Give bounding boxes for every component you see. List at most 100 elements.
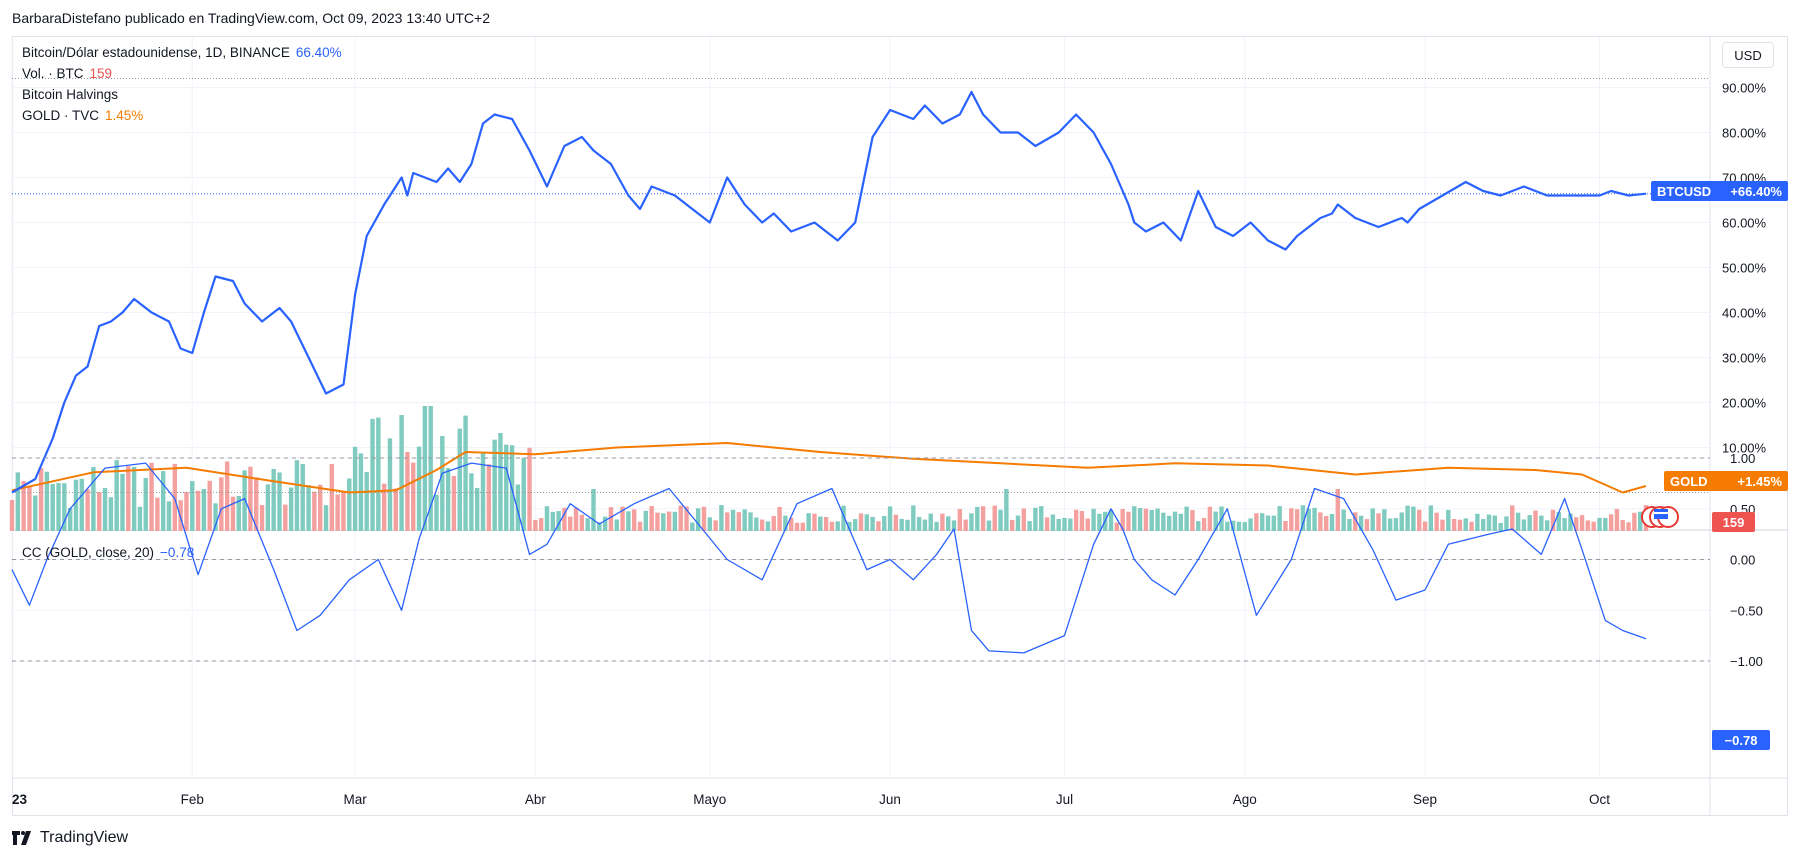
y-tick-label: 10.00% <box>1722 441 1767 456</box>
volume-badge: 159 <box>1712 512 1755 532</box>
legend-gold-label[interactable]: GOLD · TVC <box>22 108 100 123</box>
publisher-line: BarbaraDistefano publicado en TradingVie… <box>12 10 490 26</box>
volume-bar <box>1393 518 1399 531</box>
legend-vol-label[interactable]: Vol. · BTC <box>22 66 84 81</box>
volume-bar <box>591 489 596 531</box>
y-tick-label: 40.00% <box>1722 306 1767 321</box>
volume-bar <box>1004 489 1009 531</box>
volume-bar <box>911 505 916 531</box>
legend-cc-label[interactable]: CC (GOLD, close, 20) <box>22 545 155 560</box>
volume-bar <box>114 460 119 531</box>
volume-bar <box>248 466 253 531</box>
volume-bar <box>870 516 875 531</box>
volume-bar <box>893 514 899 531</box>
volume-bar <box>1521 519 1527 531</box>
volume-bar <box>1382 509 1387 531</box>
volume-bar <box>190 481 195 531</box>
volume-bar <box>1335 489 1341 531</box>
volume-bar <box>1242 522 1247 531</box>
volume-bar <box>771 516 776 531</box>
volume-bar <box>469 473 474 531</box>
volume-bar <box>701 506 707 531</box>
volume-bar <box>1230 520 1236 531</box>
volume-bar <box>1323 516 1329 531</box>
gold-price-badge-value: +1.45% <box>1738 474 1783 489</box>
volume-bar <box>236 496 241 531</box>
volume-bar <box>1172 511 1178 531</box>
volume-bar <box>963 519 968 531</box>
volume-bar <box>1085 518 1090 531</box>
volume-bar <box>265 484 271 531</box>
volume-bar <box>102 488 108 531</box>
volume-bar <box>1143 508 1149 531</box>
cc-y-tick-label: 0.00 <box>1730 553 1755 568</box>
volume-bar <box>428 406 433 531</box>
volume-bar <box>1126 511 1131 531</box>
volume-bar <box>1422 521 1428 531</box>
volume-bar <box>1178 513 1184 531</box>
volume-bar <box>172 463 178 531</box>
volume-bar <box>934 521 939 531</box>
volume-bar <box>515 484 521 531</box>
volume-bar <box>777 506 782 531</box>
volume-bar <box>1312 507 1317 531</box>
legend-volume[interactable]: Vol. · BTC 159 <box>22 66 112 81</box>
volume-bar <box>1539 515 1544 531</box>
volume-bar <box>364 472 369 531</box>
volume-bar <box>725 512 730 531</box>
volume-bar <box>1248 518 1253 531</box>
volume-bar <box>707 517 712 531</box>
currency-button[interactable]: USD <box>1722 42 1774 68</box>
volume-bar <box>38 468 44 531</box>
volume-bar <box>323 505 329 531</box>
x-tick-label: Ago <box>1233 792 1257 807</box>
volume-badge-bg <box>1712 512 1755 532</box>
volume-bar <box>277 472 282 531</box>
volume-bar <box>44 471 50 531</box>
volume-bar <box>1480 519 1486 531</box>
volume-bar <box>823 516 829 531</box>
volume-bar <box>1196 521 1201 531</box>
volume-bar <box>800 522 806 531</box>
footer-logo[interactable]: TradingView <box>12 829 128 847</box>
volume-bar <box>649 506 654 531</box>
volume-bar <box>230 496 236 531</box>
volume-bar <box>1498 522 1503 531</box>
volume-bar <box>486 464 492 531</box>
volume-bar <box>789 517 794 531</box>
volume-bar <box>254 477 259 531</box>
btc-price-badge-value: +66.40% <box>1730 184 1782 199</box>
y-axis-labels: 90.00%80.00%70.00%60.00%50.00%40.00%30.0… <box>1722 81 1767 670</box>
volume-bar <box>806 513 811 531</box>
volume-bar <box>1527 515 1532 531</box>
volume-bar <box>794 522 800 531</box>
volume-bar <box>352 446 358 531</box>
volume-bar <box>85 489 90 531</box>
volume-bar <box>754 517 759 531</box>
volume-bar <box>1271 515 1277 531</box>
volume-bar <box>399 415 404 531</box>
volume-bar <box>713 520 718 531</box>
gold-price-badge: GOLD +1.45% <box>1664 471 1788 491</box>
volume-bar <box>1289 508 1294 531</box>
x-tick-label: Jul <box>1056 792 1073 807</box>
volume-bar <box>882 516 887 531</box>
volume-bar <box>1556 512 1561 531</box>
btc-series-line <box>11 90 1647 494</box>
legend-main[interactable]: Bitcoin/Dólar estadounidense, 1D, BINANC… <box>22 45 342 60</box>
legend-gold[interactable]: GOLD · TVC 1.45% <box>22 108 143 123</box>
legend-halvings[interactable]: Bitcoin Halvings <box>22 87 118 102</box>
volume-bar <box>1608 514 1614 531</box>
legend-main-symbol[interactable]: Bitcoin/Dólar estadounidense, 1D, BINANC… <box>22 45 290 60</box>
volume-bar <box>597 522 602 531</box>
legend-cc[interactable]: CC (GOLD, close, 20) −0.78 <box>22 545 194 560</box>
volume-bar <box>1440 519 1445 531</box>
volume-bar <box>416 446 422 531</box>
legend-halvings-label[interactable]: Bitcoin Halvings <box>22 87 119 102</box>
volume-bar <box>67 508 73 531</box>
volume-bar <box>1451 518 1457 531</box>
volume-bar <box>62 483 67 531</box>
y-tick-label: 60.00% <box>1722 216 1767 231</box>
volume-bar <box>1341 509 1346 531</box>
